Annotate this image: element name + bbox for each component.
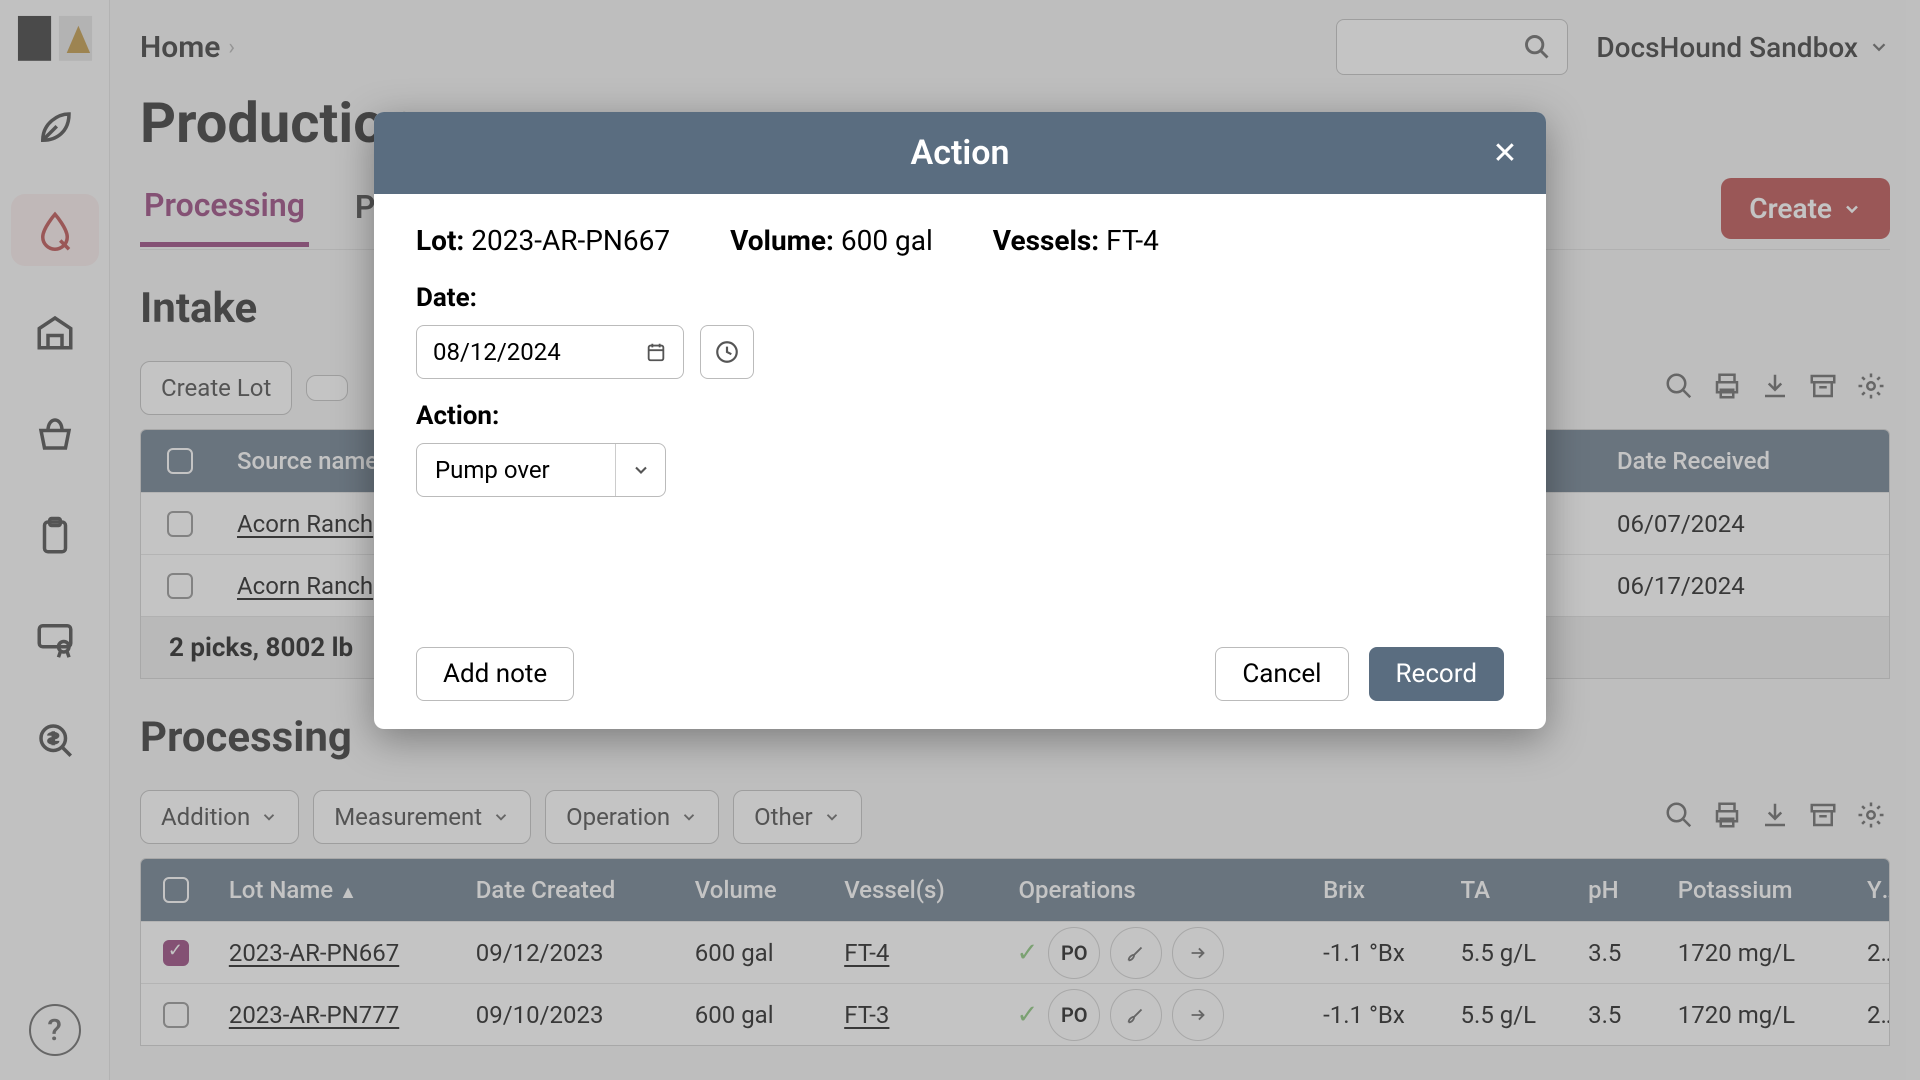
action-select-value: Pump over [417, 444, 615, 496]
add-note-button[interactable]: Add note [416, 647, 574, 701]
calendar-icon [645, 341, 667, 363]
modal-header: Action ✕ [374, 112, 1546, 194]
date-field-label: Date: [416, 283, 1504, 313]
action-select[interactable]: Pump over [416, 443, 666, 497]
modal-title: Action [911, 133, 1010, 173]
date-input[interactable]: 08/12/2024 [416, 325, 684, 379]
date-value: 08/12/2024 [433, 338, 561, 366]
time-picker-button[interactable] [700, 325, 754, 379]
action-field-label: Action: [416, 401, 1504, 431]
record-button[interactable]: Record [1369, 647, 1504, 701]
clock-icon [714, 339, 740, 365]
action-modal: Action ✕ Lot: 2023-AR-PN667 Volume: 600 … [374, 112, 1546, 729]
cancel-button[interactable]: Cancel [1215, 647, 1348, 701]
chevron-down-icon [631, 460, 651, 480]
modal-info-row: Lot: 2023-AR-PN667 Volume: 600 gal Vesse… [416, 224, 1504, 257]
action-select-dropdown[interactable] [615, 444, 665, 496]
close-icon[interactable]: ✕ [1488, 136, 1522, 170]
